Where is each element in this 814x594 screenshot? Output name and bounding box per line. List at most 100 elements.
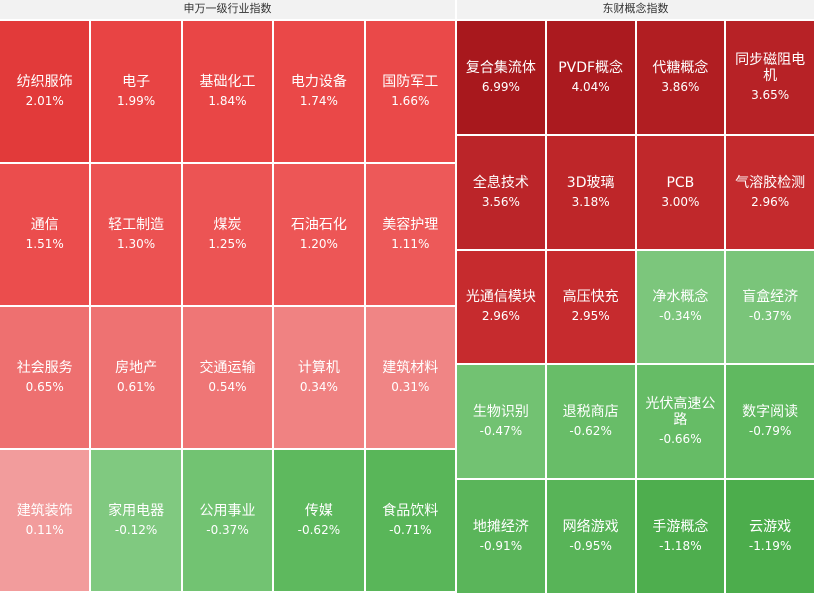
heatmap-grid: 复合集流体 6.99% PVDF概念 4.04% 代糖概念 3.86% 同步磁阻电机 3.65… bbox=[457, 19, 814, 593]
index-panel: 东财概念指数 复合集流体 6.99% PVDF概念 4.04% 代糖概念 3.86% 同步磁阻… bbox=[457, 0, 814, 594]
cell-name: 建筑材料 bbox=[382, 360, 439, 376]
heatmap-cell[interactable]: 电子 1.99% bbox=[91, 21, 181, 162]
cell-name: 地摊经济 bbox=[472, 519, 529, 536]
heatmap-cell[interactable]: 光通信模块 2.96% bbox=[457, 250, 545, 364]
heatmap-cell[interactable]: 社会服务 0.65% bbox=[0, 307, 90, 448]
cell-name: 电子 bbox=[122, 74, 151, 90]
heatmap-cell[interactable]: 地摊经济 -0.91% bbox=[457, 480, 545, 593]
cell-value: -0.95% bbox=[569, 539, 612, 554]
cell-name: 气溶胶检测 bbox=[735, 174, 806, 191]
cell-name: 网络游戏 bbox=[562, 519, 619, 536]
cell-value: 3.00% bbox=[661, 194, 700, 209]
cell-name: 轻工制造 bbox=[108, 217, 165, 233]
cell-value: 1.30% bbox=[117, 237, 156, 251]
heatmap-cell[interactable]: 房地产 0.61% bbox=[91, 307, 181, 448]
cell-value: 1.74% bbox=[299, 94, 338, 108]
cell-value: -0.91% bbox=[479, 539, 523, 554]
cell-value: 1.20% bbox=[299, 237, 338, 251]
heatmap-cell[interactable]: 高压快充 2.95% bbox=[546, 250, 635, 364]
heatmap-cell[interactable]: 退税商店 -0.62% bbox=[546, 365, 635, 479]
heatmap-cell[interactable]: 石油石化 1.20% bbox=[274, 164, 364, 305]
heatmap-cell[interactable]: 净水概念 -0.34% bbox=[636, 250, 725, 364]
heatmap-cell[interactable]: 手游概念 -1.18% bbox=[636, 480, 725, 593]
heatmap-cell[interactable]: 3D玻璃 3.18% bbox=[546, 135, 635, 249]
heatmap-cell[interactable]: 电力设备 1.74% bbox=[274, 21, 364, 162]
cell-name: PCB bbox=[666, 174, 695, 191]
heatmap-cell[interactable]: 复合集流体 6.99% bbox=[457, 21, 545, 134]
heatmap-cell[interactable]: 煤炭 1.25% bbox=[182, 164, 273, 305]
cell-value: 1.51% bbox=[25, 237, 64, 251]
cell-name: 建筑装饰 bbox=[16, 503, 73, 519]
cell-value: -0.62% bbox=[297, 523, 341, 537]
cell-name: 代糖概念 bbox=[652, 59, 709, 76]
heatmap-cell[interactable]: 国防军工 1.66% bbox=[365, 21, 455, 162]
heatmap-cell[interactable]: 建筑装饰 0.11% bbox=[0, 450, 90, 591]
cell-name: 云游戏 bbox=[749, 519, 792, 536]
heatmap-cell[interactable]: 全息技术 3.56% bbox=[457, 135, 545, 249]
cell-value: 2.96% bbox=[751, 194, 790, 209]
cell-value: 1.66% bbox=[391, 94, 430, 108]
heatmap-cell[interactable]: 数字阅读 -0.79% bbox=[726, 365, 814, 479]
panel-title: 东财概念指数 bbox=[457, 0, 814, 19]
heatmap-cell[interactable]: 纺织服饰 2.01% bbox=[0, 21, 90, 162]
cell-value: -1.19% bbox=[748, 539, 792, 554]
cell-name: 电力设备 bbox=[290, 74, 347, 90]
heatmap-cell[interactable]: 公用事业 -0.37% bbox=[182, 450, 273, 591]
cell-value: 2.96% bbox=[481, 309, 520, 324]
cell-name: 基础化工 bbox=[199, 74, 256, 90]
cell-value: 3.18% bbox=[571, 194, 610, 209]
heatmap-cell[interactable]: PCB 3.00% bbox=[636, 135, 725, 249]
cell-value: 0.34% bbox=[299, 380, 338, 394]
cell-value: 3.65% bbox=[751, 87, 790, 102]
cell-name: 美容护理 bbox=[382, 217, 439, 233]
cell-name: 纺织服饰 bbox=[16, 74, 73, 90]
cell-name: 复合集流体 bbox=[465, 59, 536, 76]
cell-name: 石油石化 bbox=[290, 217, 347, 233]
heatmap-cell[interactable]: 建筑材料 0.31% bbox=[365, 307, 455, 448]
cell-value: -0.71% bbox=[389, 523, 432, 537]
cell-value: -0.37% bbox=[206, 523, 249, 537]
heatmap-cell[interactable]: 美容护理 1.11% bbox=[365, 164, 455, 305]
heatmap-cell[interactable]: 气溶胶检测 2.96% bbox=[726, 135, 814, 249]
panel-title: 申万一级行业指数 bbox=[0, 0, 455, 19]
heatmap-cell[interactable]: 通信 1.51% bbox=[0, 164, 90, 305]
cell-name: 社会服务 bbox=[16, 360, 73, 376]
cell-value: -1.18% bbox=[659, 539, 702, 554]
cell-name: 通信 bbox=[30, 217, 59, 233]
heatmap-cell[interactable]: 生物识别 -0.47% bbox=[457, 365, 545, 479]
cell-name: 计算机 bbox=[297, 360, 340, 376]
heatmap-cell[interactable]: 交通运输 0.54% bbox=[182, 307, 273, 448]
cell-name: 全息技术 bbox=[472, 174, 529, 191]
cell-name: 家用电器 bbox=[108, 503, 165, 519]
cell-value: 1.11% bbox=[391, 237, 430, 251]
cell-name: PVDF概念 bbox=[558, 59, 624, 76]
cell-name: 手游概念 bbox=[652, 519, 709, 536]
cell-value: -0.79% bbox=[748, 424, 792, 439]
heatmap-cell[interactable]: 轻工制造 1.30% bbox=[91, 164, 181, 305]
cell-value: 1.99% bbox=[117, 94, 156, 108]
cell-name: 国防军工 bbox=[382, 74, 439, 90]
heatmap-cell[interactable]: 网络游戏 -0.95% bbox=[546, 480, 635, 593]
cell-name: 食品饮料 bbox=[382, 503, 439, 519]
heatmap-cell[interactable]: 食品饮料 -0.71% bbox=[365, 450, 455, 591]
heatmap-cell[interactable]: 基础化工 1.84% bbox=[182, 21, 273, 162]
heatmap-cell[interactable]: 传媒 -0.62% bbox=[274, 450, 364, 591]
cell-value: -0.62% bbox=[569, 424, 612, 439]
heatmap-cell[interactable]: PVDF概念 4.04% bbox=[546, 21, 635, 134]
cell-value: -0.37% bbox=[748, 309, 792, 324]
cell-value: 0.11% bbox=[25, 523, 64, 537]
cell-name: 净水概念 bbox=[652, 289, 709, 306]
heatmap-cell[interactable]: 计算机 0.34% bbox=[274, 307, 364, 448]
heatmap-cell[interactable]: 盲盒经济 -0.37% bbox=[726, 250, 814, 364]
heatmap-cell[interactable]: 云游戏 -1.19% bbox=[726, 480, 814, 593]
heatmap-cell[interactable]: 家用电器 -0.12% bbox=[91, 450, 181, 591]
heatmap-cell[interactable]: 光伏高速公路 -0.66% bbox=[636, 365, 725, 479]
cell-value: 0.31% bbox=[391, 380, 430, 394]
cell-name: 传媒 bbox=[304, 503, 333, 519]
cell-value: -0.47% bbox=[479, 424, 523, 439]
heatmap-cell[interactable]: 代糖概念 3.86% bbox=[636, 21, 725, 134]
cell-value: -0.66% bbox=[659, 432, 702, 447]
heatmap-cell[interactable]: 同步磁阻电机 3.65% bbox=[726, 21, 814, 134]
cell-value: 2.01% bbox=[25, 94, 64, 108]
cell-name: 数字阅读 bbox=[742, 404, 799, 421]
